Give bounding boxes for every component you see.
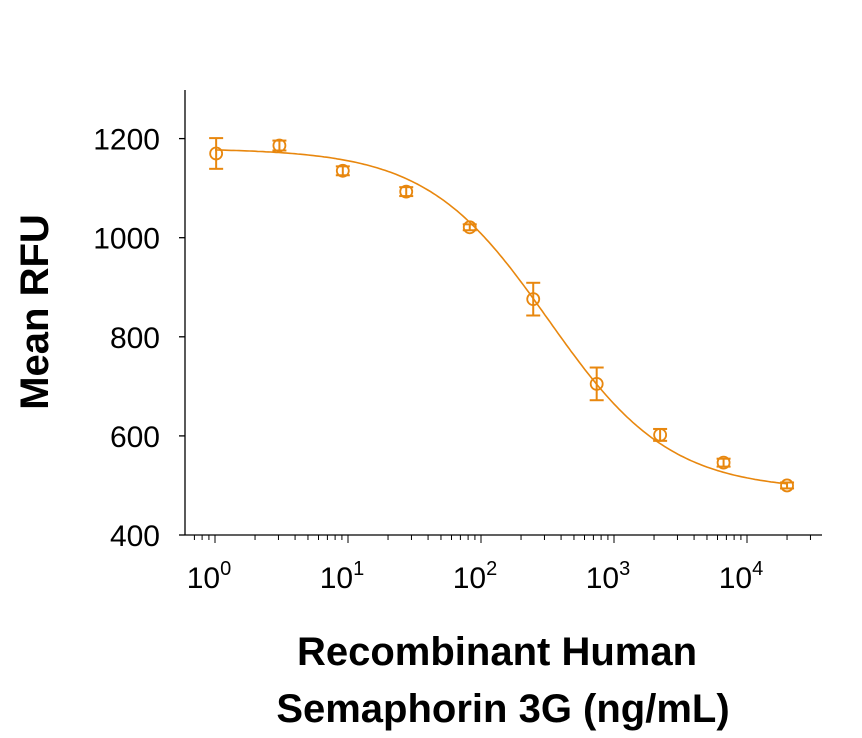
x-tick-label: 104: [719, 558, 764, 595]
data-point: [653, 428, 668, 442]
data-point: [272, 138, 287, 153]
y-tick-label: 600: [110, 421, 160, 454]
data-point: [716, 455, 731, 470]
y-tick-label: 1200: [93, 124, 160, 157]
axes: 400 600 800 1000 1200 100 101 102 103 104: [93, 90, 822, 595]
marks: [209, 137, 795, 493]
x-tick-label: 100: [187, 558, 232, 595]
x-axis-label-line1: Recombinant Human: [297, 630, 697, 674]
x-axis-label-line2: Semaphorin 3G (ng/mL): [276, 687, 729, 731]
fit-curve: [214, 149, 787, 485]
y-axis-label: Mean RFU: [13, 214, 57, 410]
x-tick-label: 101: [320, 558, 365, 595]
data-point: [780, 478, 794, 493]
data-point: [209, 146, 224, 161]
data-point: [462, 220, 477, 235]
data-point: [399, 184, 414, 199]
y-tick-label: 800: [110, 322, 160, 355]
y-tick-label: 1000: [93, 223, 160, 256]
x-tick-label: 102: [453, 558, 498, 595]
x-tick-label: 103: [586, 558, 631, 595]
data-point: [589, 376, 604, 391]
data-point: [526, 292, 541, 307]
data-point: [335, 163, 350, 178]
y-tick-label: 400: [110, 520, 160, 553]
